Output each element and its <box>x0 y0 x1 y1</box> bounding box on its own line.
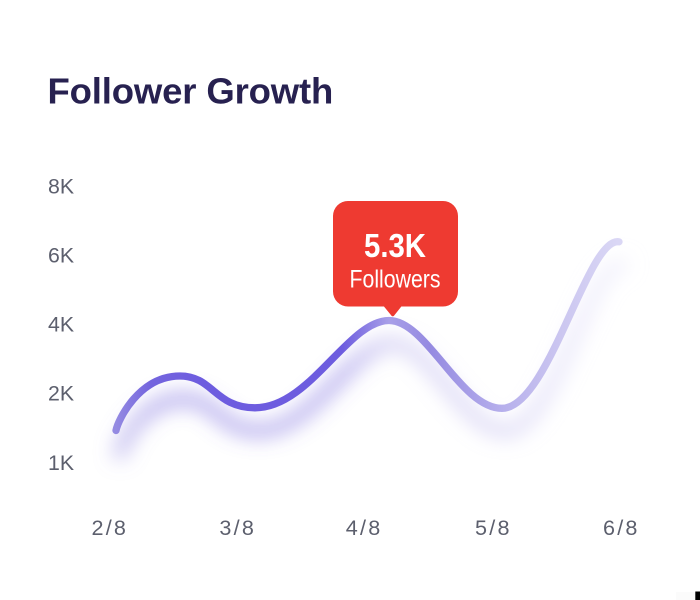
svg-text:2/8: 2/8 <box>91 515 126 540</box>
svg-text:4/8: 4/8 <box>346 515 381 540</box>
svg-text:5.3K: 5.3K <box>364 227 426 264</box>
svg-text:5/8: 5/8 <box>475 515 510 540</box>
svg-text:3/8: 3/8 <box>219 515 254 540</box>
svg-text:2K: 2K <box>48 381 74 405</box>
svg-text:8K: 8K <box>48 175 74 199</box>
svg-text:6K: 6K <box>48 243 74 267</box>
svg-text:Follower Growth: Follower Growth <box>48 71 334 112</box>
svg-text:Followers: Followers <box>350 266 441 294</box>
svg-text:4K: 4K <box>48 312 74 336</box>
svg-text:6/8: 6/8 <box>603 515 638 540</box>
svg-text:1K: 1K <box>48 451 74 475</box>
